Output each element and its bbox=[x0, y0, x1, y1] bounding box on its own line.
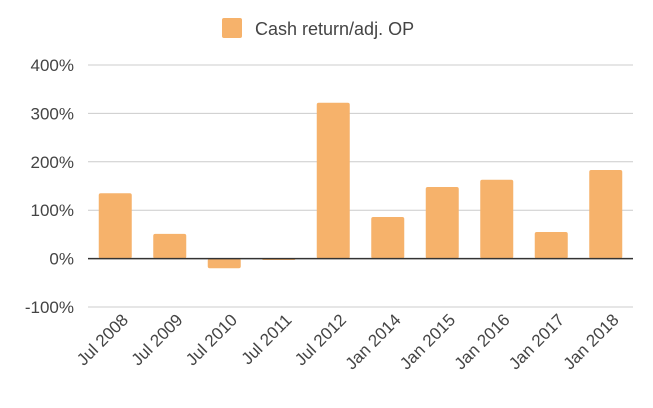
y-tick-label: 300% bbox=[31, 104, 74, 123]
legend-swatch bbox=[222, 18, 242, 38]
x-tick-label: Jan 2016 bbox=[451, 310, 514, 373]
bars bbox=[98, 102, 623, 269]
y-tick-label: -100% bbox=[25, 298, 74, 317]
legend: Cash return/adj. OP bbox=[222, 18, 414, 39]
x-tick-label: Jan 2018 bbox=[560, 310, 623, 373]
y-tick-label: 100% bbox=[31, 201, 74, 220]
x-tick-label: Jul 2011 bbox=[238, 310, 296, 368]
bar bbox=[589, 170, 623, 259]
x-tick-label: Jan 2017 bbox=[505, 310, 568, 373]
gridlines bbox=[88, 64, 633, 308]
bar bbox=[316, 102, 350, 259]
x-tick-label: Jan 2015 bbox=[396, 310, 459, 373]
y-tick-label: 0% bbox=[49, 250, 74, 269]
y-tick-label: 400% bbox=[31, 56, 74, 75]
bar bbox=[371, 216, 405, 259]
x-tick-label: Jul 2008 bbox=[73, 310, 132, 369]
y-axis-tick-labels: 400% 300% 200% 100% 0% -100% bbox=[25, 56, 74, 317]
bar bbox=[98, 193, 132, 259]
x-tick-label: Jul 2009 bbox=[128, 310, 187, 369]
bar bbox=[153, 233, 187, 259]
legend-label: Cash return/adj. OP bbox=[255, 19, 414, 39]
bar bbox=[425, 186, 459, 259]
bar bbox=[207, 258, 241, 269]
bar bbox=[480, 179, 514, 259]
y-tick-label: 200% bbox=[31, 153, 74, 172]
bar bbox=[534, 231, 568, 259]
x-tick-label: Jul 2010 bbox=[182, 310, 241, 369]
x-tick-label: Jan 2014 bbox=[342, 310, 405, 373]
